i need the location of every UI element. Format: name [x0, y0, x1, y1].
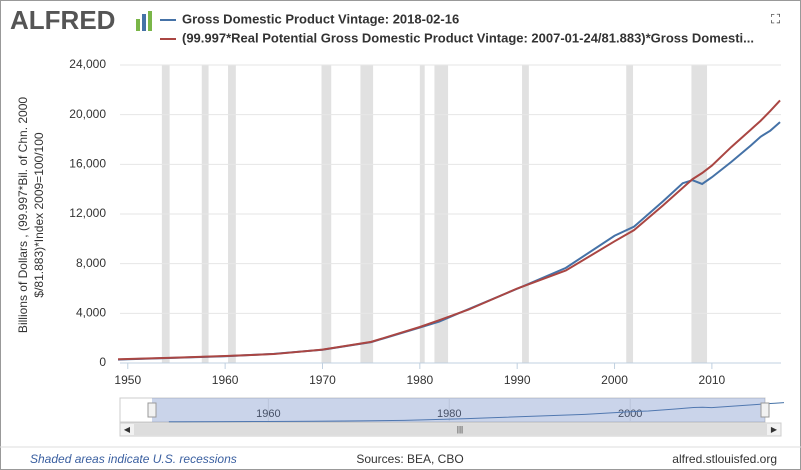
legend-label[interactable]: Gross Domestic Product Vintage: 2018-02-… — [182, 11, 459, 26]
y-tick-label: 16,000 — [69, 157, 106, 171]
x-tick-label: 1980 — [406, 373, 433, 387]
navigator-tick-label: 1980 — [437, 408, 461, 420]
fullscreen-icon[interactable]: ⛶ — [770, 11, 781, 26]
navigator-tick-label: 2000 — [618, 408, 642, 420]
y-tick-label: 4,000 — [76, 306, 106, 320]
x-tick-label: 1990 — [504, 373, 531, 387]
footer-link[interactable]: alfred.stlouisfed.org — [672, 452, 777, 466]
y-axis-title: $/81.883)*Index 2009=100/100 — [32, 132, 46, 297]
navigator-selection[interactable] — [152, 398, 765, 422]
y-tick-label: 8,000 — [76, 256, 106, 270]
scroll-grip: ||| — [457, 425, 463, 434]
footer-sources: Sources: BEA, CBO — [356, 452, 463, 466]
x-tick-label: 1950 — [114, 373, 141, 387]
series-line — [118, 99, 781, 361]
x-tick-label: 2010 — [699, 373, 726, 387]
scrollbar-thumb[interactable] — [134, 424, 767, 435]
y-tick-label: 0 — [99, 355, 106, 369]
y-tick-label: 24,000 — [69, 57, 106, 71]
navigator-series — [168, 402, 785, 423]
logo-icon — [136, 11, 152, 31]
scroll-right[interactable]: ▶ — [771, 425, 778, 434]
navigator-handle[interactable] — [760, 402, 770, 418]
y-axis-title: Billions of Dollars , (99.997*Bil. of Ch… — [16, 97, 30, 333]
footer-note[interactable]: Shaded areas indicate U.S. recessions — [30, 452, 237, 466]
scroll-left[interactable]: ◀ — [124, 425, 131, 434]
x-tick-label: 2000 — [601, 373, 628, 387]
x-tick-label: 1970 — [309, 373, 336, 387]
x-tick-label: 1960 — [212, 373, 239, 387]
navigator-handle[interactable] — [147, 402, 157, 418]
logo: ALFRED — [10, 5, 115, 35]
y-tick-label: 12,000 — [69, 206, 106, 220]
y-tick-label: 20,000 — [69, 107, 106, 121]
navigator-tick-label: 1960 — [256, 408, 280, 420]
legend-label[interactable]: (99.997*Real Potential Gross Domestic Pr… — [182, 30, 754, 45]
